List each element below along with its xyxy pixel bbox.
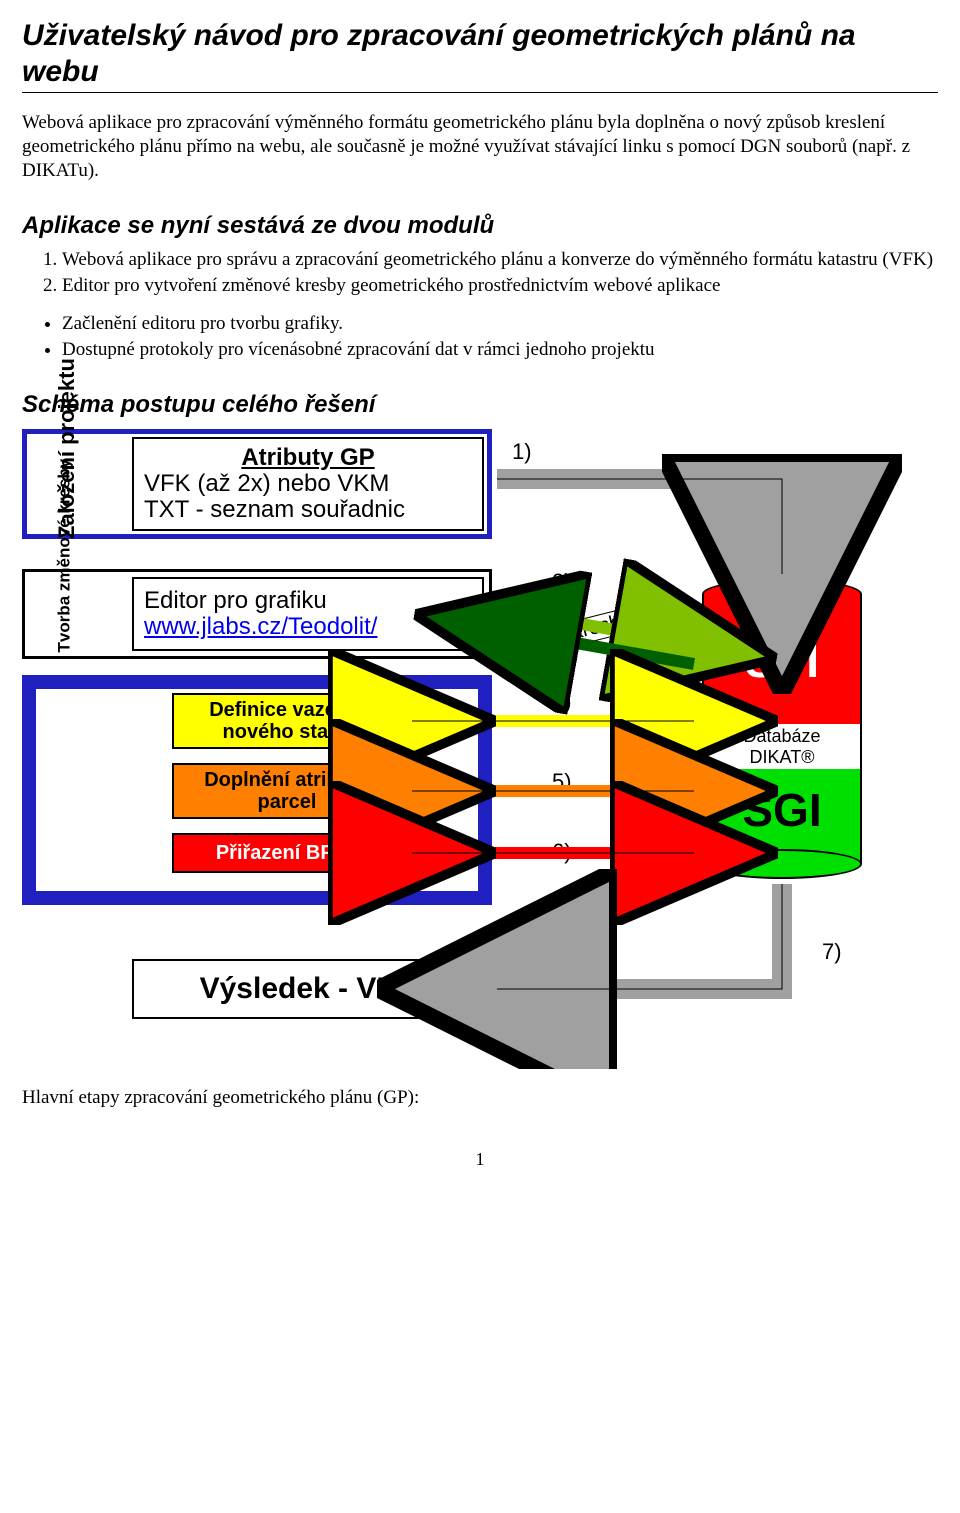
box-attributes-title: Atributy GP (144, 445, 472, 471)
bullet-1: Začlenění editoru pro tvorbu grafiky. (62, 312, 938, 336)
intro-paragraph: Webová aplikace pro zpracování výměnného… (22, 111, 938, 182)
page-title: Uživatelský návod pro zpracování geometr… (22, 18, 938, 93)
db-mid: Databáze DIKAT® (702, 724, 862, 769)
db-spi-body: SPI (702, 594, 862, 724)
num-4: 4) (552, 689, 572, 715)
box-attributes-line2: VFK (až 2x) nebo VKM (144, 471, 472, 497)
page-number: 1 (22, 1149, 938, 1170)
box-editor-line1: Editor pro grafiku (144, 588, 472, 614)
num-1: 1) (512, 439, 532, 465)
post-text: Hlavní etapy zpracování geometrického pl… (22, 1087, 938, 1109)
num-2: 2) (552, 569, 572, 595)
db-mid-l1: Databáze (704, 726, 860, 747)
stage-2-label: Tvorba změnové kresby (56, 553, 73, 653)
editor-link[interactable]: www.jlabs.cz/Teodolit/ (144, 613, 377, 640)
schema-heading: Schéma postupu celého řešení (22, 391, 938, 419)
schema-diagram: Založení projektu Atributy GP VFK (až 2x… (22, 429, 942, 1069)
module-list: Webová aplikace pro správu a zpracování … (62, 248, 938, 298)
num-5: 5) (552, 769, 572, 795)
db-mid-l2: DIKAT® (704, 747, 860, 768)
box-definice: Definice vazeb a nového stavu (172, 693, 402, 749)
box-attributes-line3: TXT - seznam souřadnic (144, 497, 472, 523)
num-6: 6) (552, 839, 572, 865)
module-item-1: Webová aplikace pro správu a zpracování … (62, 248, 938, 272)
num-7: 7) (822, 939, 842, 965)
db-spi-label: SPI (704, 634, 860, 688)
box-attributes: Atributy GP VFK (až 2x) nebo VKM TXT - s… (132, 437, 484, 531)
database-cylinder: SPI Databáze DIKAT® SGI (702, 579, 862, 879)
stage-3-label: Doplnění SPI (59, 687, 85, 887)
bullet-2: Dostupné protokoly pro vícenásobné zprac… (62, 338, 938, 362)
db-bottom (702, 849, 862, 879)
db-sgi-label: SGI (704, 783, 860, 837)
box-atributy: Doplnění atributů parcel (172, 763, 402, 819)
box-bpej: Přiřazení BPEJ (172, 833, 402, 873)
box-editor: Editor pro grafiku www.jlabs.cz/Teodolit… (132, 577, 484, 651)
section-heading-modules: Aplikace se nyní sestává ze dvou modulů (22, 212, 938, 240)
kresba-label: kresba (565, 606, 639, 647)
box-result: Výsledek - VFK (132, 959, 484, 1019)
module-item-2: Editor pro vytvoření změnové kresby geom… (62, 274, 938, 298)
num-3: 3) (637, 629, 657, 655)
box-result-text: Výsledek - VFK (200, 972, 417, 1006)
feature-bullets: Začlenění editoru pro tvorbu grafiky. Do… (62, 312, 938, 362)
